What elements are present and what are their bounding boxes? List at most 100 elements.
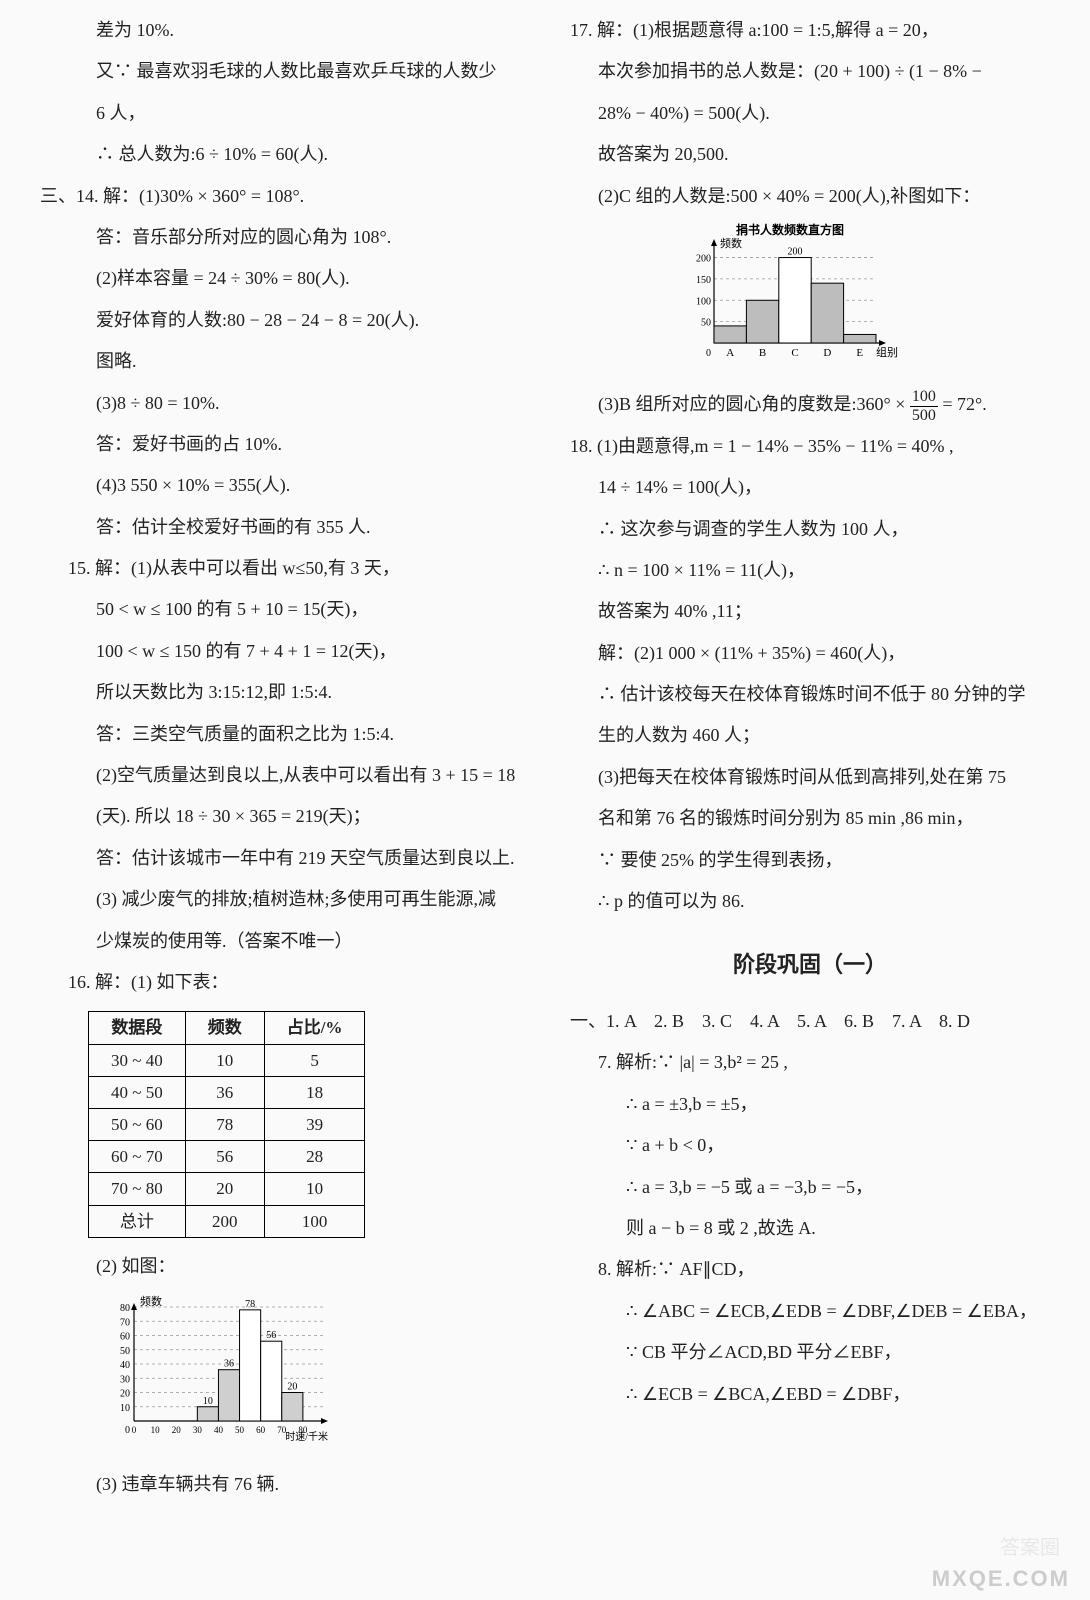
text-line: 答：估计全校爱好书画的有 355 人. bbox=[40, 507, 520, 548]
table-cell: 18 bbox=[264, 1076, 365, 1108]
svg-text:10: 10 bbox=[151, 1425, 161, 1435]
table-header: 数据段 bbox=[89, 1012, 186, 1044]
text-line: ∵ CB 平分∠ACD,BD 平分∠EBF， bbox=[570, 1332, 1050, 1373]
svg-text:10: 10 bbox=[120, 1403, 130, 1414]
text-line: (3) 违章车辆共有 76 辆. bbox=[40, 1464, 520, 1505]
svg-text:30: 30 bbox=[120, 1374, 130, 1385]
text-line: ∴ ∠ABC = ∠ECB,∠EDB = ∠DBF,∠DEB = ∠EBA， bbox=[570, 1291, 1050, 1332]
text-line: 50 < w ≤ 100 的有 5 + 10 = 15(天)， bbox=[40, 589, 520, 630]
svg-text:60: 60 bbox=[120, 1332, 130, 1343]
svg-text:200: 200 bbox=[788, 246, 803, 257]
text-line: 故答案为 20,500. bbox=[570, 134, 1050, 175]
chart16-container: 1020304050607080010203040506070801036785… bbox=[40, 1293, 520, 1458]
svg-text:30: 30 bbox=[193, 1425, 203, 1435]
watermark-main: MXQE.COM bbox=[932, 1566, 1070, 1592]
text-line: (3)B 组所对应的圆心角的度数是:360° × 100 500 = 72°. bbox=[570, 384, 1050, 425]
svg-text:78: 78 bbox=[245, 1299, 255, 1310]
svg-text:80: 80 bbox=[120, 1303, 130, 1314]
svg-text:36: 36 bbox=[224, 1359, 234, 1370]
text-line: 则 a − b = 8 或 2 ,故选 A. bbox=[570, 1208, 1050, 1249]
svg-text:E: E bbox=[856, 347, 863, 359]
fraction-denominator: 500 bbox=[910, 407, 938, 425]
table-cell: 100 bbox=[264, 1205, 365, 1237]
svg-text:50: 50 bbox=[120, 1346, 130, 1357]
text-line: 差为 10%. bbox=[40, 10, 520, 51]
text-line: 故答案为 40% ,11； bbox=[570, 591, 1050, 632]
text-line: (2)样本容量 = 24 ÷ 30% = 80(人). bbox=[40, 258, 520, 299]
table-cell: 36 bbox=[185, 1076, 264, 1108]
text-line: (2)空气质量达到良以上,从表中可以看出有 3 + 15 = 18 bbox=[40, 755, 520, 796]
table-header: 频数 bbox=[185, 1012, 264, 1044]
svg-text:时速/千米: 时速/千米 bbox=[285, 1430, 328, 1443]
svg-text:70: 70 bbox=[120, 1317, 130, 1328]
text-line: 爱好体育的人数:80 − 28 − 24 − 8 = 20(人). bbox=[40, 300, 520, 341]
text-line: 答：爱好书画的占 10%. bbox=[40, 424, 520, 465]
text-line: ∴ 估计该校每天在校体育锻炼时间不低于 80 分钟的学 bbox=[570, 674, 1050, 715]
table-cell: 10 bbox=[264, 1173, 365, 1205]
donation-histogram: 捐书人数频数直方图50100150200AB200CDE频数组别0 bbox=[680, 223, 900, 363]
table-cell: 39 bbox=[264, 1108, 365, 1140]
text-line: ∴ a = 3,b = −5 或 a = −3,b = −5， bbox=[570, 1167, 1050, 1208]
svg-text:50: 50 bbox=[701, 318, 711, 329]
left-column: 差为 10%. 又∵ 最喜欢羽毛球的人数比最喜欢乒乓球的人数少 6 人， ∴ 总… bbox=[40, 10, 520, 1506]
svg-text:60: 60 bbox=[256, 1425, 266, 1435]
table-row: 70 ~ 802010 bbox=[89, 1173, 365, 1205]
fraction: 100 500 bbox=[910, 388, 938, 424]
watermark-sub: 答案圈 bbox=[1000, 1531, 1060, 1560]
table-row: 50 ~ 607839 bbox=[89, 1108, 365, 1140]
text-line: 解：(2)1 000 × (11% + 35%) = 460(人)， bbox=[570, 633, 1050, 674]
text-line: (天). 所以 18 ÷ 30 × 365 = 219(天)； bbox=[40, 796, 520, 837]
svg-text:0: 0 bbox=[132, 1425, 137, 1435]
table-cell: 78 bbox=[185, 1108, 264, 1140]
svg-text:捐书人数频数直方图: 捐书人数频数直方图 bbox=[736, 223, 844, 237]
table-cell: 28 bbox=[264, 1141, 365, 1173]
text-line: 生的人数为 460 人； bbox=[570, 715, 1050, 756]
svg-text:50: 50 bbox=[235, 1425, 245, 1435]
svg-text:10: 10 bbox=[203, 1396, 213, 1407]
text-line: ∴ 总人数为:6 ÷ 10% = 60(人). bbox=[40, 134, 520, 175]
page-columns: 差为 10%. 又∵ 最喜欢羽毛球的人数比最喜欢乒乓球的人数少 6 人， ∴ 总… bbox=[40, 10, 1050, 1506]
svg-text:100: 100 bbox=[696, 296, 711, 307]
q8-heading: 8. 解析:∵ AF∥CD， bbox=[570, 1249, 1050, 1290]
svg-text:200: 200 bbox=[696, 253, 711, 264]
fraction-numerator: 100 bbox=[910, 388, 938, 407]
multiple-choice-answers: 一、1. A 2. B 3. C 4. A 5. A 6. B 7. A 8. … bbox=[570, 1001, 1050, 1042]
q7-heading: 7. 解析:∵ |a| = 3,b² = 25 , bbox=[570, 1042, 1050, 1083]
svg-text:20: 20 bbox=[172, 1425, 182, 1435]
text-line: 名和第 76 名的锻炼时间分别为 85 min ,86 min， bbox=[570, 798, 1050, 839]
text-line: 14 ÷ 14% = 100(人)， bbox=[570, 467, 1050, 508]
table-row: 60 ~ 705628 bbox=[89, 1141, 365, 1173]
text-line: (2)C 组的人数是:500 × 40% = 200(人),补图如下： bbox=[570, 176, 1050, 217]
table-cell: 60 ~ 70 bbox=[89, 1141, 186, 1173]
table-cell: 10 bbox=[185, 1044, 264, 1076]
svg-text:20: 20 bbox=[120, 1389, 130, 1400]
svg-text:B: B bbox=[759, 347, 766, 359]
text-line: ∴ ∠ECB = ∠BCA,∠EBD = ∠DBF， bbox=[570, 1374, 1050, 1415]
q14-heading: 三、14. 解：(1)30% × 360° = 108°. bbox=[40, 176, 520, 217]
stage-title: 阶段巩固（一） bbox=[570, 940, 1050, 991]
text-line: ∴ p 的值可以为 86. bbox=[570, 881, 1050, 922]
q17-heading: 17. 解：(1)根据题意得 a:100 = 1:5,解得 a = 20， bbox=[570, 10, 1050, 51]
text-line: 28% − 40%) = 500(人). bbox=[570, 93, 1050, 134]
svg-text:C: C bbox=[791, 347, 798, 359]
svg-text:频数: 频数 bbox=[720, 236, 742, 250]
svg-text:40: 40 bbox=[214, 1425, 224, 1435]
text-line: (4)3 550 × 10% = 355(人). bbox=[40, 465, 520, 506]
table-cell: 50 ~ 60 bbox=[89, 1108, 186, 1140]
text-line: ∵ 要使 25% 的学生得到表扬， bbox=[570, 840, 1050, 881]
text-line: 答：三类空气质量的面积之比为 1:5:4. bbox=[40, 714, 520, 755]
text-line: ∴ n = 100 × 11% = 11(人)， bbox=[570, 550, 1050, 591]
table-header: 占比/% bbox=[264, 1012, 365, 1044]
text-line: 少煤炭的使用等.（答案不唯一） bbox=[40, 921, 520, 962]
table-cell: 70 ~ 80 bbox=[89, 1173, 186, 1205]
text-line: 本次参加捐书的总人数是：(20 + 100) ÷ (1 − 8% − bbox=[570, 51, 1050, 92]
text-fragment: (3)B 组所对应的圆心角的度数是:360° × bbox=[598, 394, 910, 414]
table-row: 数据段 频数 占比/% bbox=[89, 1012, 365, 1044]
table-cell: 40 ~ 50 bbox=[89, 1076, 186, 1108]
svg-text:56: 56 bbox=[266, 1330, 276, 1341]
table-cell: 56 bbox=[185, 1141, 264, 1173]
text-line: (3)把每天在校体育锻炼时间从低到高排列,处在第 75 bbox=[570, 757, 1050, 798]
q15-heading: 15. 解：(1)从表中可以看出 w≤50,有 3 天， bbox=[40, 548, 520, 589]
text-line: (3)8 ÷ 80 = 10%. bbox=[40, 383, 520, 424]
text-line: (3) 减少废气的排放;植树造林;多使用可再生能源,减 bbox=[40, 879, 520, 920]
